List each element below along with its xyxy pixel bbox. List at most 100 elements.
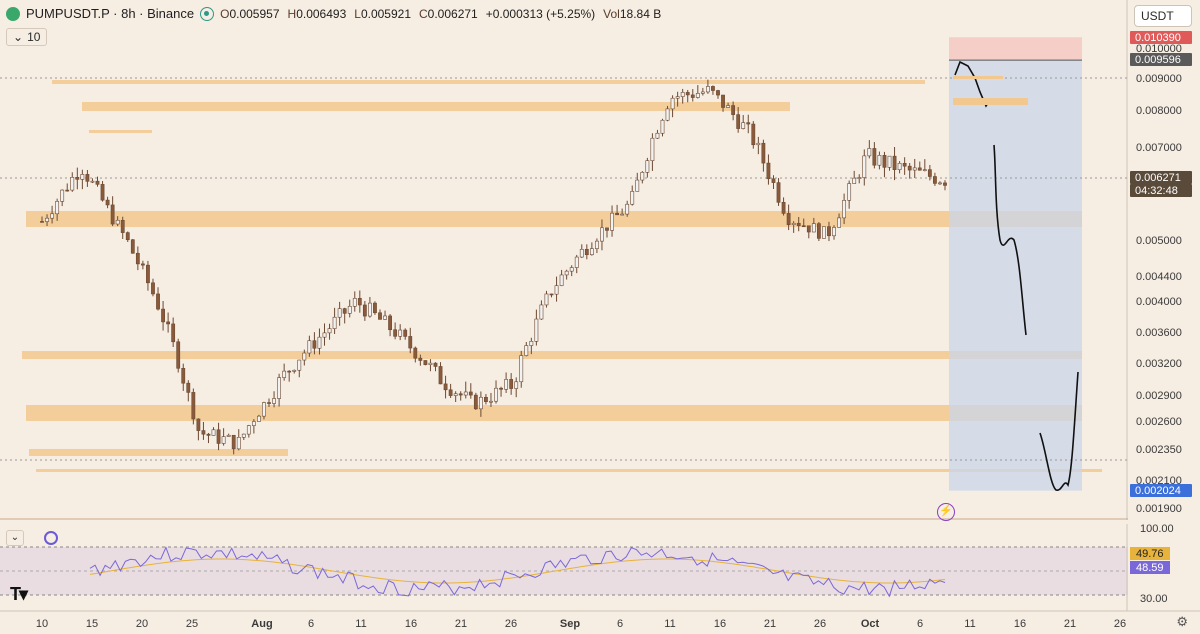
- candle-body: [711, 86, 715, 91]
- candle-body: [877, 155, 882, 166]
- rsi-value-tag-box: [1130, 561, 1170, 574]
- candle-body: [90, 180, 95, 183]
- candle-body: [731, 105, 736, 115]
- candle-body: [65, 189, 70, 192]
- time-tick-label: 6: [308, 618, 314, 630]
- open-value: 0.005957: [229, 6, 280, 21]
- price-tick-label: 0.007000: [1136, 142, 1182, 154]
- candle-body: [933, 176, 937, 184]
- rsi-tick-label: 30.00: [1140, 593, 1168, 605]
- price-tag-box: [1130, 53, 1192, 66]
- lightning-icon[interactable]: ⚡: [937, 503, 955, 521]
- candle-body: [489, 400, 493, 403]
- candle-body: [832, 227, 836, 237]
- candle-body: [403, 329, 408, 337]
- sr-zone-6: [29, 449, 288, 456]
- sr-zone-7: [36, 469, 1102, 472]
- candle-body: [625, 203, 630, 215]
- candle-body: [50, 213, 54, 219]
- candle-body: [251, 421, 256, 426]
- price-tick-label: 0.002600: [1136, 416, 1182, 428]
- candle-body: [468, 391, 473, 396]
- candle-body: [912, 167, 917, 171]
- candle-body: [665, 108, 670, 121]
- rsi-value-tag-label: 48.59: [1136, 562, 1164, 574]
- price-chart[interactable]: [0, 0, 1128, 520]
- candle-body: [357, 298, 362, 306]
- close-value: 0.006271: [427, 6, 478, 21]
- candle-body: [776, 182, 781, 203]
- sr-zone-5: [26, 405, 1082, 421]
- candle-body: [484, 396, 488, 402]
- time-tick-label: 15: [86, 618, 98, 630]
- candle-body: [236, 437, 241, 450]
- candle-body: [267, 402, 271, 404]
- drawn-path-mid: [993, 144, 1027, 336]
- price-chart-canvas[interactable]: [0, 0, 1128, 520]
- high-value: 0.006493: [296, 6, 347, 21]
- candle-body: [857, 177, 862, 179]
- candle-body: [504, 379, 509, 390]
- candle-body: [746, 122, 751, 125]
- candle-body: [721, 94, 725, 108]
- candle-body: [393, 329, 398, 337]
- volume-value: 18.84 B: [619, 6, 662, 21]
- candle-body: [620, 213, 625, 216]
- candle-body: [176, 341, 181, 369]
- time-tick-label: Sep: [560, 618, 580, 630]
- time-tick-label: 20: [136, 618, 148, 630]
- candle-body: [736, 114, 741, 129]
- time-tick-label: 6: [917, 618, 923, 630]
- price-tick-label: 0.001900: [1136, 503, 1182, 515]
- candle-body: [801, 225, 806, 228]
- currency-button[interactable]: USDT: [1134, 5, 1192, 27]
- candle-body: [282, 370, 287, 378]
- rsi-ma-tag-label: 49.76: [1136, 548, 1164, 560]
- candle-body: [579, 248, 584, 258]
- rsi-collapse-button[interactable]: ⌄: [6, 530, 24, 546]
- gear-icon[interactable]: ⚙: [1176, 614, 1188, 629]
- candle-body: [544, 293, 549, 306]
- candle-body: [378, 312, 382, 320]
- candle-body: [478, 396, 483, 410]
- candle-body: [781, 202, 786, 214]
- projection-small-zone: [953, 98, 1028, 105]
- candle-body: [569, 267, 574, 272]
- candle-body: [443, 383, 448, 391]
- rsi-canvas[interactable]: [0, 524, 1128, 611]
- candle-body: [125, 232, 130, 241]
- rsi-pane[interactable]: [0, 524, 1128, 611]
- candle-body: [418, 357, 423, 361]
- candle-body: [146, 264, 150, 284]
- projection-small-zone-2: [953, 76, 1003, 79]
- candle-body: [368, 302, 372, 317]
- sr-zone-0: [52, 80, 925, 84]
- candle-body: [231, 434, 236, 450]
- indicator-count: 10: [27, 30, 41, 44]
- time-tick-label: 16: [1014, 618, 1026, 630]
- time-tick-label: 26: [814, 618, 826, 630]
- candle-body: [201, 430, 206, 435]
- candle-body: [917, 167, 922, 171]
- eye-icon[interactable]: [200, 6, 215, 21]
- candle-body: [257, 415, 261, 422]
- candle-body: [428, 362, 433, 365]
- candle-body: [115, 219, 120, 225]
- time-tick-label: 21: [1064, 618, 1076, 630]
- indicator-collapse-button[interactable]: ⌄ 10: [6, 28, 48, 46]
- price-tag-box: [1130, 484, 1192, 497]
- candle-body: [453, 393, 458, 396]
- candle-body: [226, 434, 231, 437]
- candle-body: [408, 336, 413, 349]
- candle-body: [413, 347, 418, 359]
- candle-body: [564, 270, 569, 276]
- candle-body: [751, 123, 756, 146]
- tradingview-logo-icon[interactable]: T▾: [10, 584, 28, 604]
- candle-body: [352, 298, 357, 307]
- time-tick-label: Oct: [861, 618, 880, 630]
- price-tag-box: [1130, 31, 1192, 44]
- rsi-indicator-icon[interactable]: [44, 531, 58, 545]
- price-tick-label: 0.002350: [1136, 444, 1182, 456]
- symbol-title[interactable]: PUMPUSDT.P · 8h · Binance: [26, 6, 195, 21]
- candle-body: [822, 226, 826, 239]
